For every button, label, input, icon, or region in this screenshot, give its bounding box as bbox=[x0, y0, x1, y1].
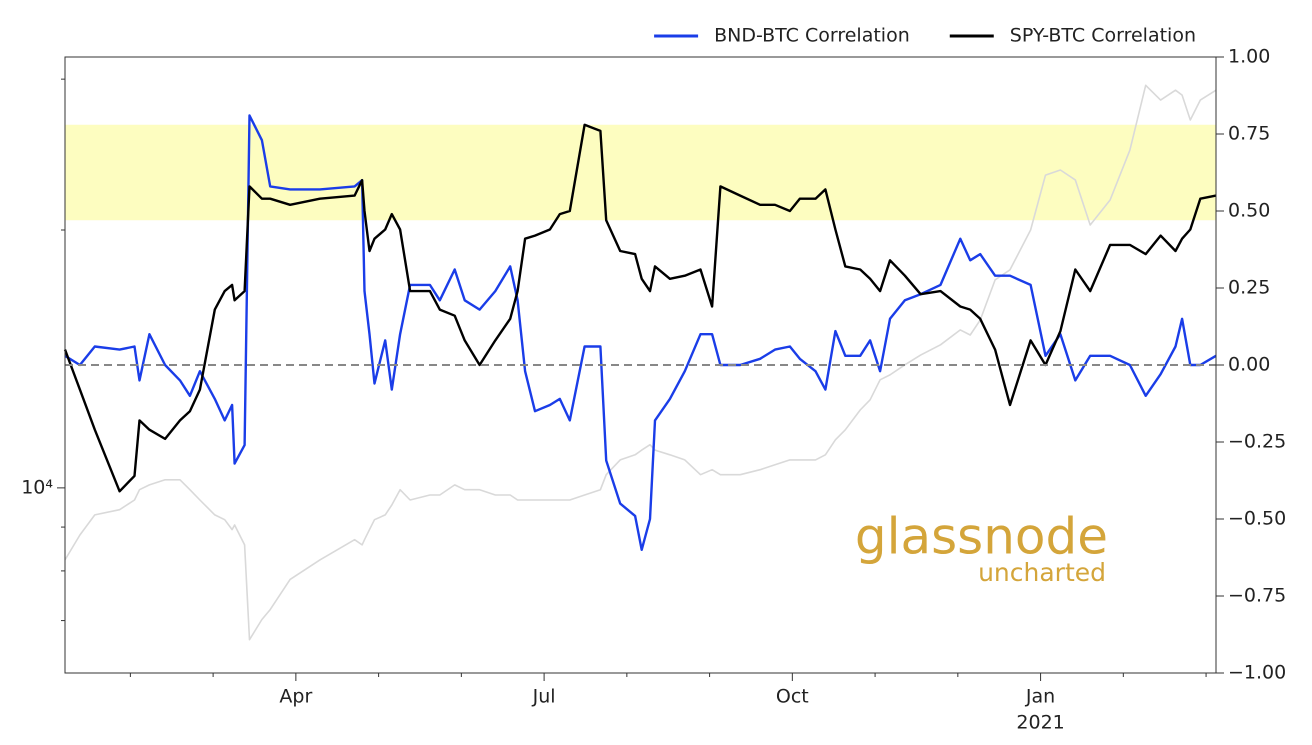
x-tick-label: Jan bbox=[1025, 686, 1055, 708]
axes-layer: Apr Jul Oct Jan 2021 10⁴ 1.00 0.75 0.50 0.25 0.00 −… bbox=[21, 25, 1286, 734]
y-tick-label: 10⁴ bbox=[21, 476, 53, 498]
x-year-label: 2021 bbox=[1016, 712, 1064, 734]
y2-tick-label: −0.75 bbox=[1228, 585, 1286, 607]
watermark-subtitle: uncharted bbox=[978, 558, 1106, 587]
series-line bbox=[64, 114, 1217, 551]
y2-tick-label: 0.00 bbox=[1228, 354, 1270, 376]
x-tick-label: Oct bbox=[776, 686, 809, 708]
legend-label: SPY-BTC Correlation bbox=[1010, 25, 1196, 47]
series-line bbox=[63, 123, 1217, 493]
x-tick-label: Jul bbox=[532, 686, 556, 708]
y2-tick-label: 0.25 bbox=[1228, 277, 1270, 299]
x-tick-label: Apr bbox=[279, 686, 312, 708]
y2-tick-label: 0.50 bbox=[1228, 200, 1270, 222]
series-line bbox=[64, 84, 1217, 641]
y2-tick-label: −1.00 bbox=[1228, 662, 1286, 684]
band-layer bbox=[65, 124, 1216, 221]
watermark-title: glassnode bbox=[855, 508, 1108, 566]
legend-label: BND-BTC Correlation bbox=[714, 25, 910, 47]
highlight-band bbox=[65, 124, 1216, 221]
y2-tick-label: 1.00 bbox=[1228, 46, 1270, 68]
lines-layer bbox=[63, 84, 1217, 641]
y2-tick-label: −0.25 bbox=[1228, 431, 1286, 453]
y2-tick-label: 0.75 bbox=[1228, 123, 1270, 145]
y2-tick-label: −0.50 bbox=[1228, 508, 1286, 530]
